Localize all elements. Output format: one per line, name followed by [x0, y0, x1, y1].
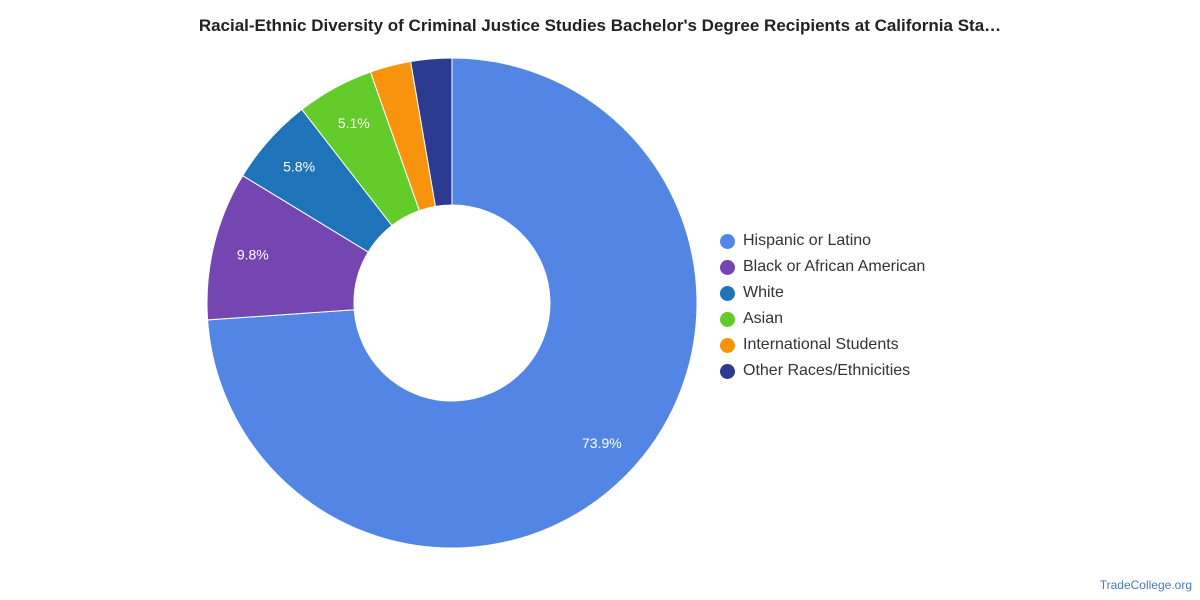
legend-swatch-icon	[720, 285, 735, 301]
legend-item-white[interactable]: White	[720, 280, 925, 306]
legend-item-international-students[interactable]: International Students	[720, 332, 925, 358]
legend-label: Asian	[743, 310, 784, 327]
legend-label: International Students	[743, 336, 899, 353]
data-label-hispanic-or-latino: 73.9%	[582, 435, 622, 451]
legend-item-hispanic-or-latino[interactable]: Hispanic or Latino	[720, 228, 925, 254]
legend-label: White	[743, 284, 784, 301]
data-label-asian: 5.1%	[338, 115, 370, 131]
source-credit-link[interactable]: TradeCollege.org	[1099, 578, 1192, 592]
legend-label: Other Races/Ethnicities	[743, 362, 911, 379]
legend-swatch-icon	[720, 233, 735, 249]
legend-swatch-icon	[720, 311, 735, 327]
slice-hispanic-or-latino[interactable]	[207, 57, 698, 549]
legend-item-other-races-ethnicities[interactable]: Other Races/Ethnicities	[720, 358, 925, 384]
data-label-black-or-african-american: 9.8%	[237, 247, 269, 263]
slice-other-races-ethnicities[interactable]	[410, 57, 453, 207]
legend-swatch-icon	[720, 337, 735, 353]
legend-label: Hispanic or Latino	[743, 232, 872, 249]
legend-swatch-icon	[720, 363, 735, 379]
legend-swatch-icon	[720, 259, 735, 275]
legend-item-black-or-african-american[interactable]: Black or African American	[720, 254, 925, 280]
legend-label: Black or African American	[743, 258, 926, 275]
chart-title: Racial-Ethnic Diversity of Criminal Just…	[198, 16, 1002, 35]
legend: Hispanic or Latino Black or African Ameri…	[720, 228, 925, 384]
data-label-white: 5.8%	[283, 158, 315, 174]
legend-item-asian[interactable]: Asian	[720, 306, 925, 332]
